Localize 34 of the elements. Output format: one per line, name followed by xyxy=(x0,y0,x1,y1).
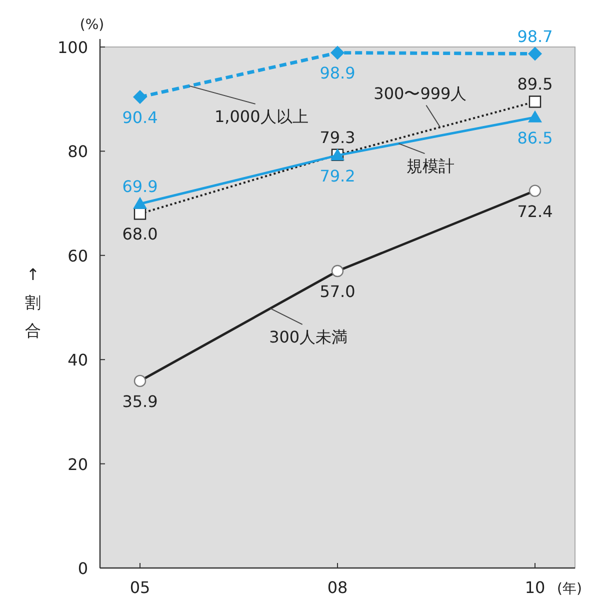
x-tick-label: 10 xyxy=(524,578,546,597)
x-tick-label: 05 xyxy=(130,578,150,597)
data-label: 98.9 xyxy=(320,64,356,83)
data-label: 68.0 xyxy=(122,224,158,244)
series-label: 300人未満 xyxy=(269,327,348,346)
point xyxy=(528,96,542,108)
series-label: 1,000人以上 xyxy=(214,106,308,126)
y-tick-label: 100 xyxy=(57,38,88,57)
y-tick-label: 80 xyxy=(68,142,88,162)
y-tick-label: 40 xyxy=(68,350,88,370)
y-tick-label: 60 xyxy=(68,246,88,266)
point xyxy=(133,196,147,209)
data-label: 69.9 xyxy=(122,176,158,196)
text: (%) xyxy=(80,17,104,33)
y-tick-label: 0 xyxy=(78,559,88,578)
series-label: 規模計 xyxy=(406,156,455,176)
data-label: 86.5 xyxy=(517,128,553,148)
data-label: 89.5 xyxy=(517,74,553,94)
series-label: 300〜999人 xyxy=(374,84,467,104)
data-label: 57.0 xyxy=(320,282,356,302)
point xyxy=(528,46,542,61)
x-tick-label: 08 xyxy=(327,578,348,597)
data-label: 90.4 xyxy=(122,108,158,128)
data-label: 98.7 xyxy=(517,26,553,46)
y-axis-title: ↑割合 xyxy=(25,265,41,340)
point xyxy=(330,46,344,60)
x-axis-title: (年) xyxy=(557,581,582,597)
data-label: 79.3 xyxy=(320,128,356,147)
data-label: 72.4 xyxy=(517,202,553,221)
data-label: 79.2 xyxy=(320,166,356,186)
point xyxy=(528,110,542,122)
data-label: 35.9 xyxy=(122,392,158,411)
y-tick-label: 20 xyxy=(68,454,88,474)
point xyxy=(133,90,147,104)
